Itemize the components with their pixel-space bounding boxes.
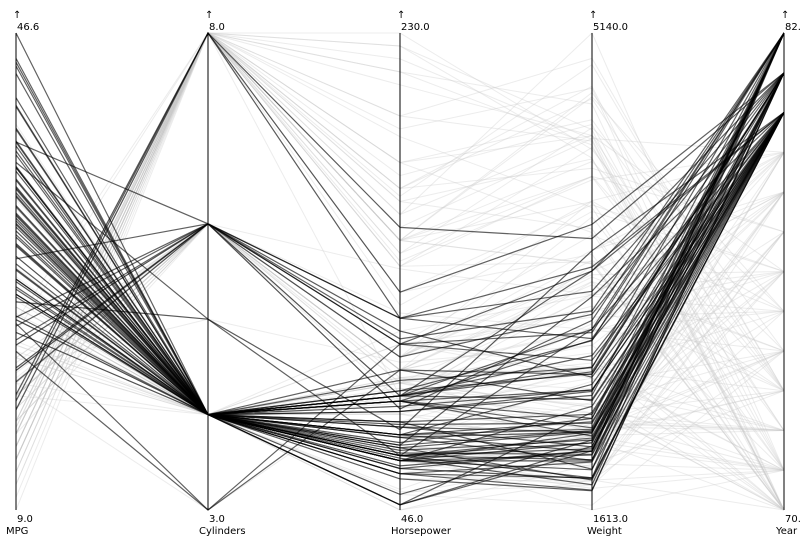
axis-cylinders-min-label: 3.0 [209,514,225,525]
axis-year-min-label: 70. [785,514,800,525]
axis-cylinders-title: Cylinders [199,526,246,537]
axis-mpg-arrow: ↑ [13,10,21,21]
axis-year-arrow: ↑ [781,10,789,21]
axis-year[interactable]: ↑ 82. 70. Year [775,10,800,537]
axis-weight-arrow: ↑ [589,10,597,21]
axis-horsepower-arrow: ↑ [397,10,405,21]
axis-mpg[interactable]: ↑ 46.6 9.0 MPG [6,10,39,537]
axis-weight-min-label: 1613.0 [593,514,628,525]
axis-horsepower-max-label: 230.0 [401,22,430,33]
axis-weight-title: Weight [587,526,622,537]
axis-weight-max-label: 5140.0 [593,22,628,33]
axis-horsepower-title: Horsepower [391,526,452,537]
axis-mpg-title: MPG [6,526,28,537]
axis-mpg-min-label: 9.0 [17,514,33,525]
axis-cylinders-arrow: ↑ [205,10,213,21]
axis-mpg-max-label: 46.6 [17,22,39,33]
axis-cylinders[interactable]: ↑ 8.0 3.0 Cylinders [199,10,246,537]
axis-cylinders-max-label: 8.0 [209,22,225,33]
axis-horsepower-min-label: 46.0 [401,514,423,525]
axis-horsepower[interactable]: ↑ 230.0 46.0 Horsepower [391,10,452,537]
axis-year-title: Year [775,526,798,537]
axis-year-max-label: 82. [785,22,800,33]
axis-weight[interactable]: ↑ 5140.0 1613.0 Weight [587,10,628,537]
